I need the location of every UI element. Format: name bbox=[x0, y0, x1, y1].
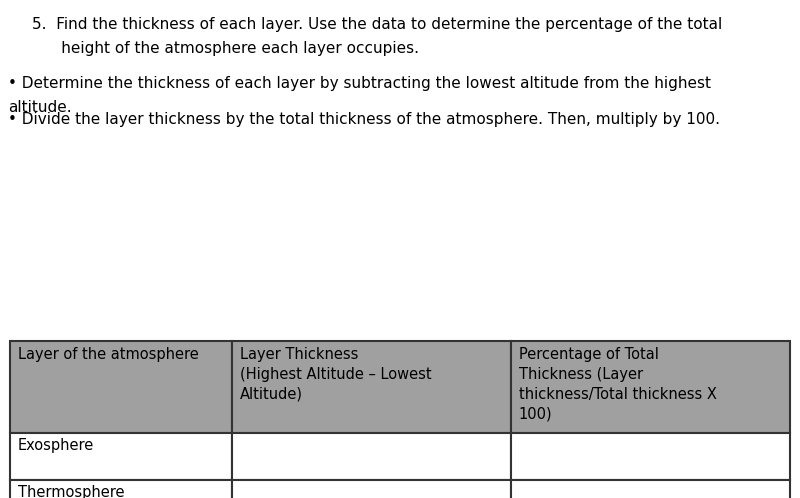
Bar bbox=[511, 480, 790, 498]
Text: Layer Thickness
(Highest Altitude – Lowest
Altitude): Layer Thickness (Highest Altitude – Lowe… bbox=[240, 347, 432, 402]
Text: altitude.: altitude. bbox=[8, 100, 72, 115]
Bar bbox=[232, 480, 511, 498]
Bar bbox=[10, 480, 232, 498]
Bar bbox=[10, 341, 232, 433]
Bar bbox=[232, 341, 511, 433]
Text: Layer of the atmosphere: Layer of the atmosphere bbox=[18, 347, 198, 362]
Text: • Determine the thickness of each layer by subtracting the lowest altitude from : • Determine the thickness of each layer … bbox=[8, 76, 711, 91]
Text: • Divide the layer thickness by the total thickness of the atmosphere. Then, mul: • Divide the layer thickness by the tota… bbox=[8, 112, 720, 127]
Bar bbox=[511, 341, 790, 433]
Text: height of the atmosphere each layer occupies.: height of the atmosphere each layer occu… bbox=[32, 41, 419, 56]
Text: Thermosphere: Thermosphere bbox=[18, 485, 124, 498]
Text: Percentage of Total
Thickness (Layer
thickness/Total thickness X
100): Percentage of Total Thickness (Layer thi… bbox=[519, 347, 717, 421]
Bar bbox=[232, 433, 511, 480]
Bar bbox=[10, 433, 232, 480]
Text: 5.  Find the thickness of each layer. Use the data to determine the percentage o: 5. Find the thickness of each layer. Use… bbox=[32, 17, 722, 32]
Bar bbox=[511, 433, 790, 480]
Text: Exosphere: Exosphere bbox=[18, 438, 94, 453]
